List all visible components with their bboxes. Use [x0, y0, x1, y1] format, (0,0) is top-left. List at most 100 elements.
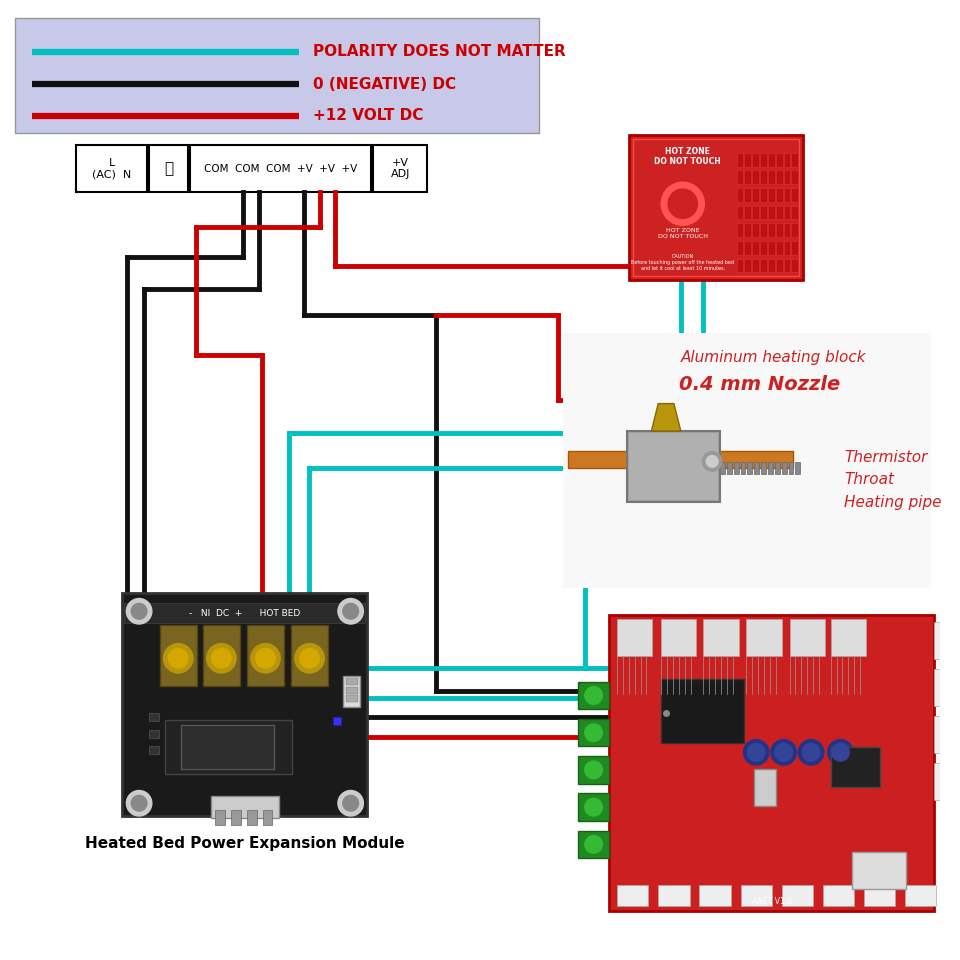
Bar [181, 725, 275, 769]
Bar [578, 719, 610, 747]
Circle shape [169, 649, 188, 668]
Circle shape [343, 796, 358, 811]
Bar [247, 625, 284, 685]
Bar [700, 884, 731, 906]
Circle shape [703, 451, 722, 471]
Bar [768, 224, 775, 237]
Text: HOT ZONE
DO NOT TOUCH: HOT ZONE DO NOT TOUCH [658, 228, 708, 238]
Bar [629, 433, 718, 499]
Bar [633, 139, 800, 276]
Bar [736, 153, 743, 166]
Circle shape [211, 649, 231, 668]
Bar [783, 258, 790, 273]
Text: ⏚: ⏚ [164, 161, 173, 176]
Bar [629, 135, 804, 280]
Circle shape [743, 739, 769, 765]
Bar [755, 769, 776, 806]
Bar [215, 810, 226, 825]
Bar [768, 188, 775, 202]
Bar [343, 676, 360, 708]
Bar [661, 619, 696, 657]
Bar [77, 145, 147, 192]
Bar [783, 188, 790, 202]
Bar [753, 205, 759, 220]
Bar [768, 241, 775, 254]
Bar [768, 258, 775, 273]
Bar [617, 884, 648, 906]
Circle shape [661, 182, 705, 226]
Bar [740, 884, 772, 906]
Circle shape [585, 761, 603, 779]
Bar [760, 224, 767, 237]
Circle shape [251, 643, 280, 673]
Bar [346, 686, 357, 693]
Circle shape [831, 743, 850, 761]
Bar [748, 463, 753, 474]
Bar [768, 153, 775, 166]
Text: Heated Bed Power Expansion Module: Heated Bed Power Expansion Module [85, 835, 405, 851]
Bar [791, 153, 799, 166]
Bar [789, 619, 825, 657]
Bar [733, 463, 738, 474]
Circle shape [127, 790, 152, 816]
Bar [753, 224, 759, 237]
Bar [753, 153, 759, 166]
Text: Thermistor
Throat
Heating pipe: Thermistor Throat Heating pipe [845, 450, 942, 510]
Text: CAUTION
Before touching power off the heated bed
and let it cool at least 10 min: CAUTION Before touching power off the he… [632, 254, 734, 271]
Bar [830, 619, 866, 657]
Bar [776, 241, 782, 254]
Bar [736, 205, 743, 220]
Bar [740, 463, 745, 474]
Circle shape [707, 455, 718, 468]
Bar [291, 625, 328, 685]
Bar [760, 171, 767, 184]
Bar [768, 171, 775, 184]
Bar [783, 153, 790, 166]
Bar [659, 884, 689, 906]
Bar [776, 205, 782, 220]
Bar [247, 810, 256, 825]
Bar [783, 171, 790, 184]
Bar [934, 622, 952, 660]
Bar [823, 884, 854, 906]
Bar [744, 224, 752, 237]
Bar [768, 205, 775, 220]
Circle shape [771, 739, 797, 765]
Polygon shape [652, 403, 681, 431]
Text: 0 (NEGATIVE) DC: 0 (NEGATIVE) DC [314, 77, 457, 92]
Bar [744, 241, 752, 254]
Circle shape [585, 835, 603, 853]
Bar [760, 258, 767, 273]
Bar [704, 619, 738, 657]
Text: -   NI  DC  +      HOT BED: - NI DC + HOT BED [189, 609, 300, 617]
Circle shape [132, 604, 147, 619]
Bar [373, 145, 427, 192]
Bar [627, 431, 720, 501]
Bar [720, 463, 725, 474]
Bar [727, 463, 732, 474]
Bar [210, 797, 279, 818]
Text: Aluminum heating block: Aluminum heating block [681, 350, 867, 365]
Circle shape [163, 643, 193, 673]
Bar [14, 17, 539, 133]
Bar [736, 188, 743, 202]
Bar [761, 463, 766, 474]
Bar [346, 695, 357, 703]
Bar [578, 682, 610, 709]
Circle shape [803, 743, 820, 761]
Bar [736, 258, 743, 273]
Bar [934, 716, 952, 754]
Text: L
(AC)  N: L (AC) N [92, 157, 132, 180]
Bar [781, 463, 786, 474]
Bar [736, 171, 743, 184]
Bar [149, 747, 158, 755]
Bar [164, 720, 292, 774]
Bar [776, 224, 782, 237]
Bar [753, 171, 759, 184]
Bar [791, 188, 799, 202]
Bar [149, 145, 188, 192]
Bar [346, 678, 357, 684]
Text: +V
ADJ: +V ADJ [391, 157, 410, 180]
Bar [149, 730, 158, 737]
Bar [783, 241, 790, 254]
